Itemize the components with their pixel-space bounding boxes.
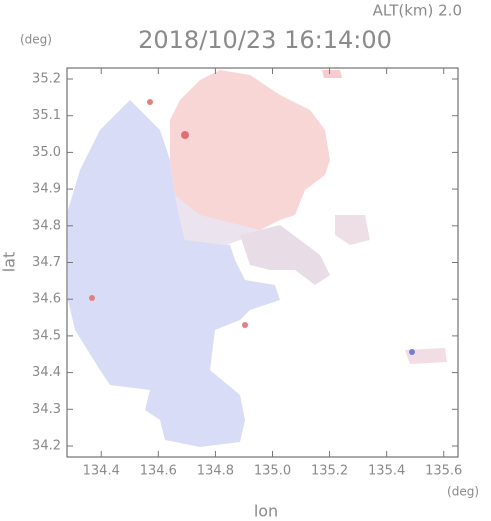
x-tick-label: 135.0: [254, 464, 291, 479]
x-tick-label: 134.4: [83, 464, 120, 479]
speck: [242, 322, 248, 328]
y-tick-label: 34.4: [32, 365, 61, 380]
x-tick-label: 135.4: [368, 464, 405, 479]
y-tick-label: 34.2: [32, 438, 61, 453]
y-unit: (deg): [20, 33, 52, 47]
y-tick-label: 34.5: [32, 328, 61, 343]
east-patch: [335, 215, 370, 245]
y-tick-label: 34.9: [32, 182, 61, 197]
altitude-label: ALT(km) 2.0: [373, 2, 462, 20]
chart-title: 2018/10/23 16:14:00: [138, 26, 392, 54]
x-axis-label: lon: [254, 502, 278, 521]
north-patch: [322, 70, 342, 78]
x-tick-label: 135.6: [425, 464, 462, 479]
x-tick-label: 134.8: [197, 464, 234, 479]
y-tick-label: 34.8: [32, 218, 61, 233]
speck: [181, 131, 189, 139]
y-tick-label: 34.7: [32, 255, 61, 270]
island-patch: [405, 348, 447, 364]
y-tick-label: 34.6: [32, 292, 61, 307]
approaching-region: [68, 100, 280, 447]
y-tick-label: 35.1: [32, 108, 61, 123]
x-unit: (deg): [447, 485, 479, 499]
y-axis-label: lat: [0, 252, 19, 273]
speck: [409, 349, 415, 355]
y-tick-label: 35.0: [32, 145, 61, 160]
receding-region: [170, 70, 330, 245]
radar-field: [68, 70, 447, 447]
y-tick-label: 34.3: [32, 402, 61, 417]
speck: [147, 99, 153, 105]
speck: [89, 295, 95, 301]
scatter-region: [240, 225, 330, 285]
transition-region: [175, 195, 260, 245]
x-tick-label: 134.6: [140, 464, 177, 479]
x-tick-label: 135.2: [311, 464, 348, 479]
y-tick-label: 35.2: [32, 72, 61, 87]
